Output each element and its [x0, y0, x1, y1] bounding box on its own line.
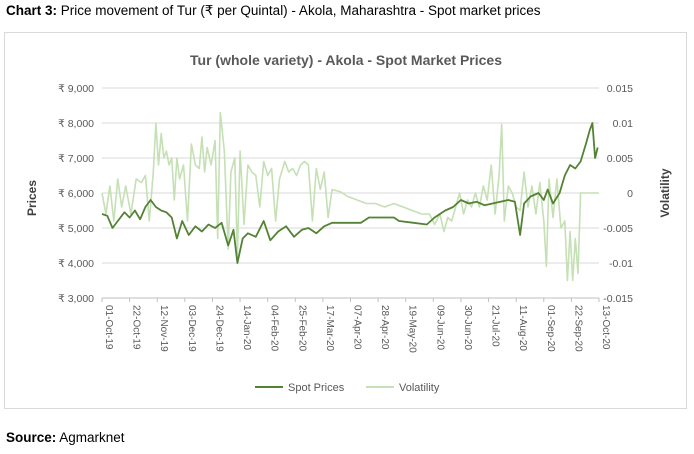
y2-axis-ticks: -0.015 -0.01 -0.005 0 0.005 0.01 0.015	[603, 83, 633, 305]
x-tick-label: 03-Dec-19	[186, 305, 197, 352]
x-tick-label: 01-Sep-20	[545, 305, 556, 352]
x-tick-label: 30-Jun-20	[462, 305, 473, 350]
legend: Spot Prices Volatility	[255, 382, 440, 394]
spot-prices-line	[101, 122, 599, 264]
x-tick-label: 14-Jan-20	[241, 305, 252, 350]
x-tick-label: 21-Jul-20	[490, 305, 501, 347]
x-tick-label: 01-Oct-19	[103, 305, 114, 350]
chart-frame: Tur (whole variety) - Akola - Spot Marke…	[4, 32, 687, 409]
x-tick-label: 17-Mar-20	[324, 305, 335, 352]
chart-caption: Chart 3: Price movement of Tur (₹ per Qu…	[6, 3, 541, 19]
y-tick-label: ₹ 9,000	[58, 83, 94, 95]
y2-tick-label: 0.005	[607, 153, 633, 165]
y-tick-label: ₹ 6,000	[58, 188, 94, 200]
x-tick-label: 07-Apr-20	[352, 305, 363, 350]
x-tick-label: 28-Apr-20	[379, 305, 390, 350]
x-tick-label: 04-Feb-20	[269, 305, 280, 352]
y-tick-label: ₹ 7,000	[58, 153, 94, 165]
x-tick-label: 22-Oct-19	[131, 305, 142, 350]
y2-tick-label: -0.01	[609, 258, 633, 270]
y-tick-label: ₹ 5,000	[58, 223, 94, 235]
y-tick-label: ₹ 3,000	[58, 293, 94, 305]
y-axis-ticks: ₹ 3,000 ₹ 4,000 ₹ 5,000 ₹ 6,000 ₹ 7,000 ₹ 8,0…	[58, 83, 94, 305]
x-tick-label: 24-Dec-19	[213, 305, 224, 352]
x-tick-label: 19-May-20	[407, 305, 418, 353]
legend-volatility-label: Volatility	[399, 382, 440, 394]
x-axis-ticks: 01-Oct-19 22-Oct-19 12-Nov-19 03-Dec-19 24-D…	[101, 298, 611, 353]
price-chart: Tur (whole variety) - Akola - Spot Marke…	[25, 52, 672, 394]
y2-tick-label: 0.01	[613, 118, 634, 130]
y-tick-label: ₹ 8,000	[58, 118, 94, 130]
y-axis-label: Prices	[25, 180, 39, 216]
x-tick-label: 25-Feb-20	[296, 305, 307, 352]
y2-tick-label: 0.015	[607, 83, 633, 95]
caption-text: Price movement of Tur (₹ per Quintal) - …	[57, 3, 541, 18]
source-text: Agmarknet	[56, 430, 125, 445]
x-tick-label: 12-Nov-19	[158, 305, 169, 352]
y-tick-label: ₹ 4,000	[58, 258, 94, 270]
y2-tick-label: -0.015	[603, 293, 633, 305]
y2-tick-label: -0.005	[603, 223, 633, 235]
caption-label: Chart 3:	[6, 3, 58, 18]
y2-tick-label: 0	[627, 188, 633, 200]
x-tick-label: 22-Sep-20	[572, 305, 583, 352]
source-label: Source:	[6, 430, 57, 445]
legend-spot-label: Spot Prices	[288, 382, 345, 394]
source-note: Source: Agmarknet	[6, 430, 125, 445]
x-tick-label: 11-Aug-20	[517, 305, 528, 351]
volatility-line	[101, 111, 599, 282]
series-lines	[101, 111, 599, 282]
chart-title: Tur (whole variety) - Akola - Spot Marke…	[190, 52, 502, 68]
y2-axis-label: Volatility	[658, 168, 672, 217]
x-tick-label: 13-Oct-20	[600, 305, 611, 350]
x-tick-label: 09-Jun-20	[434, 305, 445, 350]
